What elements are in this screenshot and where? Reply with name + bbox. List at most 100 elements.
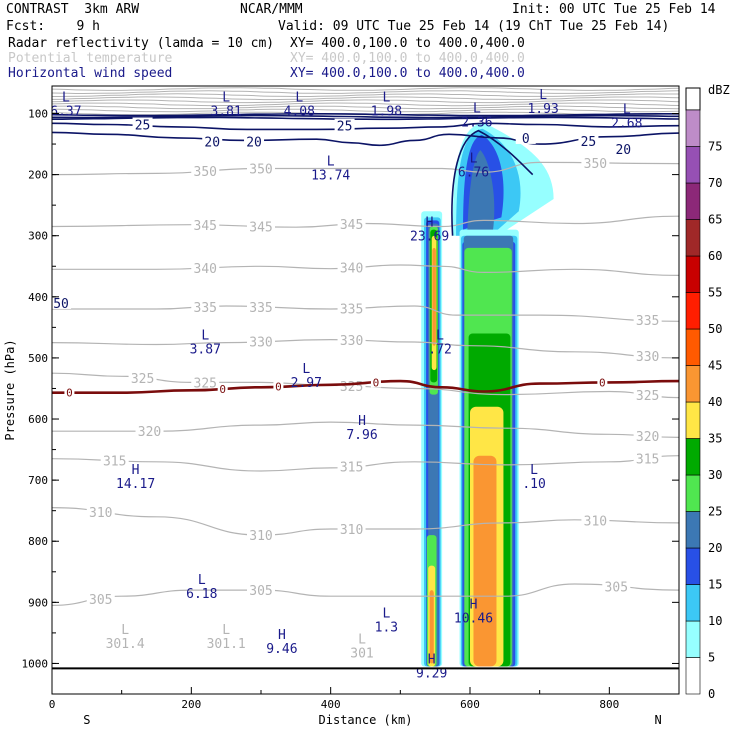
- extremum-type: H: [278, 628, 286, 643]
- south-label: S: [83, 713, 90, 727]
- field-wind-xy: XY= 400.0,100.0 to 400.0,400.0: [290, 66, 525, 81]
- valid-time: Valid: 09 UTC Tue 25 Feb 14 (19 ChT Tue …: [278, 19, 670, 34]
- wind-contour-anvil: [451, 129, 534, 236]
- theta-label-bg: [337, 333, 366, 347]
- colorbar-level-label: 60: [708, 249, 722, 263]
- extremum-H: H23.69: [410, 216, 449, 245]
- extremum-H: H9.46: [266, 628, 297, 657]
- extremum-type: H: [132, 463, 140, 478]
- theta-label-bg: [135, 424, 164, 438]
- y-tick-label: 400: [28, 291, 48, 304]
- theta-label-bg: [633, 428, 662, 442]
- wind-contour-20: [52, 131, 679, 147]
- y-tick-label: 500: [28, 352, 48, 365]
- theta-label: 310: [249, 529, 272, 544]
- theta-label-bg: [633, 387, 662, 401]
- extremum-H: H7.96: [346, 414, 377, 443]
- theta-label: 330: [340, 334, 363, 349]
- theta-label: 345: [194, 219, 217, 234]
- extremum-value: 13.74: [311, 168, 350, 183]
- extremum-value: 301.4: [106, 637, 145, 652]
- stratosphere-theta-line: [52, 102, 679, 107]
- colorbar-level-label: 20: [708, 541, 722, 555]
- extremum-type: L: [436, 329, 444, 344]
- extremum-L: L3.81: [211, 90, 242, 119]
- extremum-L: L.72: [428, 329, 451, 358]
- extremum-type: L: [382, 607, 390, 622]
- wind-label: 25: [581, 135, 597, 150]
- theta-label-bg: [247, 299, 275, 313]
- extremum-L: L2.97: [291, 362, 322, 391]
- theta-contour-305: [52, 583, 679, 606]
- wind-label: 20: [615, 143, 631, 158]
- colorbar-level-label: 70: [708, 176, 722, 190]
- theta-label: 315: [340, 460, 363, 475]
- theta-label: 350: [584, 157, 607, 172]
- freezing-level-line: [52, 379, 679, 395]
- stratosphere-theta-line: [52, 96, 679, 101]
- colorbar-level-label: 75: [708, 140, 722, 154]
- colorbar-level-label: 40: [708, 395, 722, 409]
- freezing-label: 0: [373, 376, 380, 389]
- colorbar-level-label: 65: [708, 213, 722, 227]
- theta-label-bg: [337, 301, 366, 315]
- extremum-value: 2.68: [611, 116, 642, 131]
- extremum-type: L: [201, 329, 209, 344]
- colorbar-swatch: [685, 219, 701, 257]
- y-tick-label: 800: [28, 535, 48, 548]
- theta-label: 320: [138, 425, 161, 440]
- thin-40dbz: [432, 247, 436, 346]
- colorbar-level-label: 55: [708, 286, 722, 300]
- wind-label-bg: [52, 295, 72, 309]
- extremum-type: L: [530, 463, 538, 478]
- theta-label-bg: [602, 579, 631, 593]
- theta-contour-330: [52, 338, 679, 359]
- field-theta-xy: XY= 400.0,100.0 to 400.0,400.0: [290, 51, 525, 66]
- extremum-value: 2.97: [291, 376, 322, 391]
- theta-label-bg: [337, 522, 366, 536]
- extremum-value: 6.37: [50, 104, 81, 119]
- colorbar-swatch: [685, 365, 701, 403]
- stratosphere-theta-line: [52, 90, 679, 95]
- colorbar-swatch: [685, 146, 701, 184]
- colorbar-level-label: 35: [708, 432, 722, 446]
- theta-label-bg: [191, 218, 220, 232]
- wind-label: 25: [337, 120, 353, 135]
- x-tick-label: 200: [181, 698, 201, 711]
- extremum-L: L.10: [522, 463, 545, 492]
- theta-label-bg: [100, 453, 129, 467]
- extremum-type: L: [121, 623, 129, 638]
- extremum-value: 1.93: [527, 102, 558, 117]
- freezing-label-bg: [597, 376, 608, 388]
- extremum-L: L6.18: [186, 573, 217, 602]
- freezing-label: 0: [599, 376, 606, 389]
- extremum-type: L: [358, 632, 366, 647]
- wind-label-bg: [132, 117, 153, 131]
- wind-label: 20: [204, 136, 220, 151]
- theta-contour-340: [52, 264, 679, 276]
- extremum-value: 7.96: [346, 428, 377, 443]
- freezing-label-bg: [64, 386, 75, 398]
- theta-layer: 350 350 350 345 345 345 340 340 335 335 335 335 330 3…: [52, 87, 679, 608]
- extremum-type: L: [539, 88, 547, 103]
- extremum-type: L: [302, 362, 310, 377]
- theta-label: 330: [636, 350, 659, 365]
- colorbar-level-label: 10: [708, 614, 722, 628]
- organization: NCAR/MMM: [240, 2, 303, 17]
- y-tick-label: 300: [28, 230, 48, 243]
- extremum-L: L1.3: [375, 607, 398, 636]
- theta-label: 325: [131, 372, 154, 387]
- wind-label-bg: [578, 133, 599, 147]
- colorbar-swatch: [685, 657, 701, 695]
- theta-label-bg: [86, 504, 115, 518]
- theta-label-bg: [247, 583, 275, 597]
- reflectivity-layer: [421, 122, 554, 667]
- y-tick-label: 700: [28, 474, 48, 487]
- extremum-value: 6.18: [186, 587, 217, 602]
- theta-label-bg: [337, 260, 366, 274]
- extremum-L: L6.76: [458, 151, 489, 180]
- theta-label: 305: [249, 584, 272, 599]
- theta-label-bg: [191, 260, 220, 274]
- colorbar-level-label: 5: [708, 651, 715, 665]
